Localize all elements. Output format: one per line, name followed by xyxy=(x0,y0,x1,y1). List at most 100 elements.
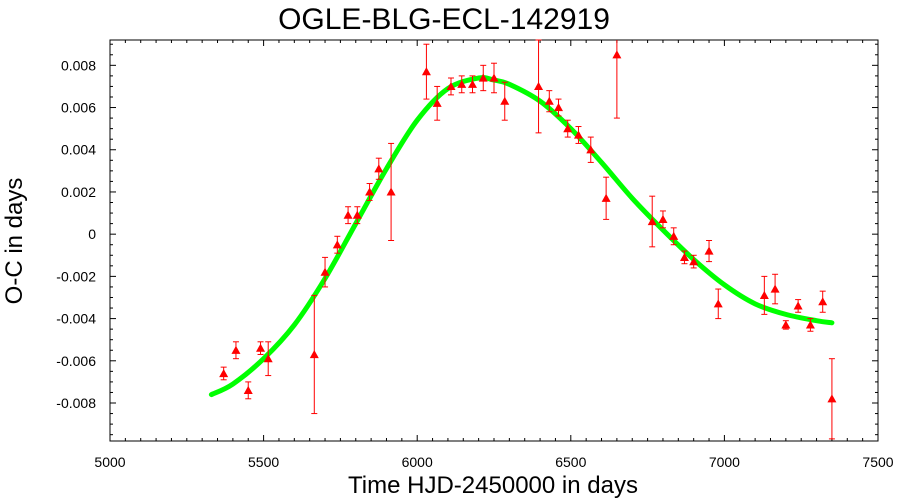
y-tick-label: -0.008 xyxy=(56,395,96,411)
data-point xyxy=(805,318,815,332)
data-point xyxy=(332,235,342,254)
triangle-marker xyxy=(704,246,714,255)
triangle-marker xyxy=(365,187,375,196)
y-tick-label: -0.004 xyxy=(56,311,96,327)
triangle-marker xyxy=(352,210,362,219)
data-point xyxy=(500,81,510,121)
triangle-marker xyxy=(432,98,442,107)
data-point xyxy=(781,320,791,330)
data-point xyxy=(256,341,266,355)
triangle-marker xyxy=(374,164,384,173)
data-point xyxy=(601,176,611,220)
triangle-marker xyxy=(386,187,396,196)
triangle-marker xyxy=(500,96,510,105)
y-tick-label: 0.002 xyxy=(61,184,96,200)
triangle-marker xyxy=(759,290,769,299)
triangle-marker xyxy=(669,231,679,240)
data-point xyxy=(263,341,273,377)
x-tick-label: 6000 xyxy=(402,454,433,470)
triangle-marker xyxy=(243,385,253,394)
data-point xyxy=(573,126,583,144)
x-tick-label: 5000 xyxy=(94,454,125,470)
y-tick-label: -0.002 xyxy=(56,268,96,284)
y-tick-label: 0 xyxy=(88,226,96,242)
triangle-marker xyxy=(805,320,815,329)
triangle-marker xyxy=(534,81,544,91)
data-point xyxy=(658,210,668,229)
triangle-marker xyxy=(770,284,780,293)
triangle-marker xyxy=(457,79,467,88)
y-tick-label: 0.004 xyxy=(61,142,96,158)
triangle-marker xyxy=(332,240,342,249)
data-point xyxy=(219,366,229,381)
data-point xyxy=(827,358,837,440)
triangle-marker xyxy=(263,354,273,363)
triangle-marker xyxy=(586,145,596,154)
data-point xyxy=(679,250,689,265)
triangle-marker xyxy=(309,349,319,359)
triangle-marker xyxy=(256,343,266,352)
data-point xyxy=(669,227,679,246)
data-point xyxy=(563,119,573,138)
triangle-marker xyxy=(544,96,554,105)
triangle-marker xyxy=(343,210,353,219)
x-tick-label: 7500 xyxy=(862,454,893,470)
data-point xyxy=(759,275,769,315)
data-point xyxy=(343,206,353,225)
triangle-marker xyxy=(658,214,668,223)
triangle-marker xyxy=(793,301,803,310)
x-tick-label: 7000 xyxy=(709,454,740,470)
triangle-marker xyxy=(219,368,229,378)
data-point xyxy=(386,142,396,241)
data-point xyxy=(647,195,657,248)
plot-area-frame xyxy=(109,39,879,442)
x-axis-ticks: 5000 5500 6000 6500 7000 7500 xyxy=(94,40,894,470)
triangle-marker xyxy=(781,320,791,329)
data-point xyxy=(478,64,488,92)
fit-curve-line xyxy=(208,75,835,398)
triangle-marker xyxy=(478,73,488,82)
data-point xyxy=(713,288,723,320)
data-point xyxy=(457,75,467,94)
data-point xyxy=(432,85,442,121)
data-point xyxy=(793,299,803,313)
triangle-marker xyxy=(573,130,583,139)
triangle-marker xyxy=(818,297,828,306)
triangle-marker xyxy=(467,79,477,88)
data-point xyxy=(421,43,431,100)
data-point xyxy=(231,341,241,360)
triangle-marker xyxy=(554,103,564,112)
data-point xyxy=(374,157,384,180)
data-point xyxy=(704,240,714,263)
x-tick-label: 6500 xyxy=(555,454,586,470)
triangle-marker xyxy=(679,252,689,261)
triangle-marker xyxy=(647,217,657,226)
data-point xyxy=(770,273,780,305)
x-tick-label: 5500 xyxy=(248,454,279,470)
y-tick-label: -0.006 xyxy=(56,353,96,369)
data-point xyxy=(446,77,456,96)
chart-title: OGLE-BLG-ECL-142919 xyxy=(278,3,610,36)
fit-curve-layer xyxy=(208,75,835,398)
triangle-marker xyxy=(689,257,699,266)
data-point xyxy=(309,294,319,415)
triangle-marker xyxy=(827,394,837,403)
y-tick-label: 0.008 xyxy=(61,57,96,73)
y-tick-label: 0.006 xyxy=(61,100,96,116)
data-point xyxy=(586,136,596,163)
data-point xyxy=(365,183,375,201)
data-points-layer xyxy=(219,39,837,440)
data-point xyxy=(544,90,554,113)
triangle-marker xyxy=(612,50,622,59)
triangle-marker xyxy=(563,124,573,133)
data-point xyxy=(320,256,330,288)
data-point xyxy=(612,40,622,119)
triangle-marker xyxy=(320,267,330,276)
data-point xyxy=(489,62,499,94)
triangle-marker xyxy=(231,345,241,354)
data-point xyxy=(352,206,362,225)
triangle-marker xyxy=(713,299,723,308)
triangle-marker xyxy=(421,67,431,76)
data-point xyxy=(818,290,828,313)
